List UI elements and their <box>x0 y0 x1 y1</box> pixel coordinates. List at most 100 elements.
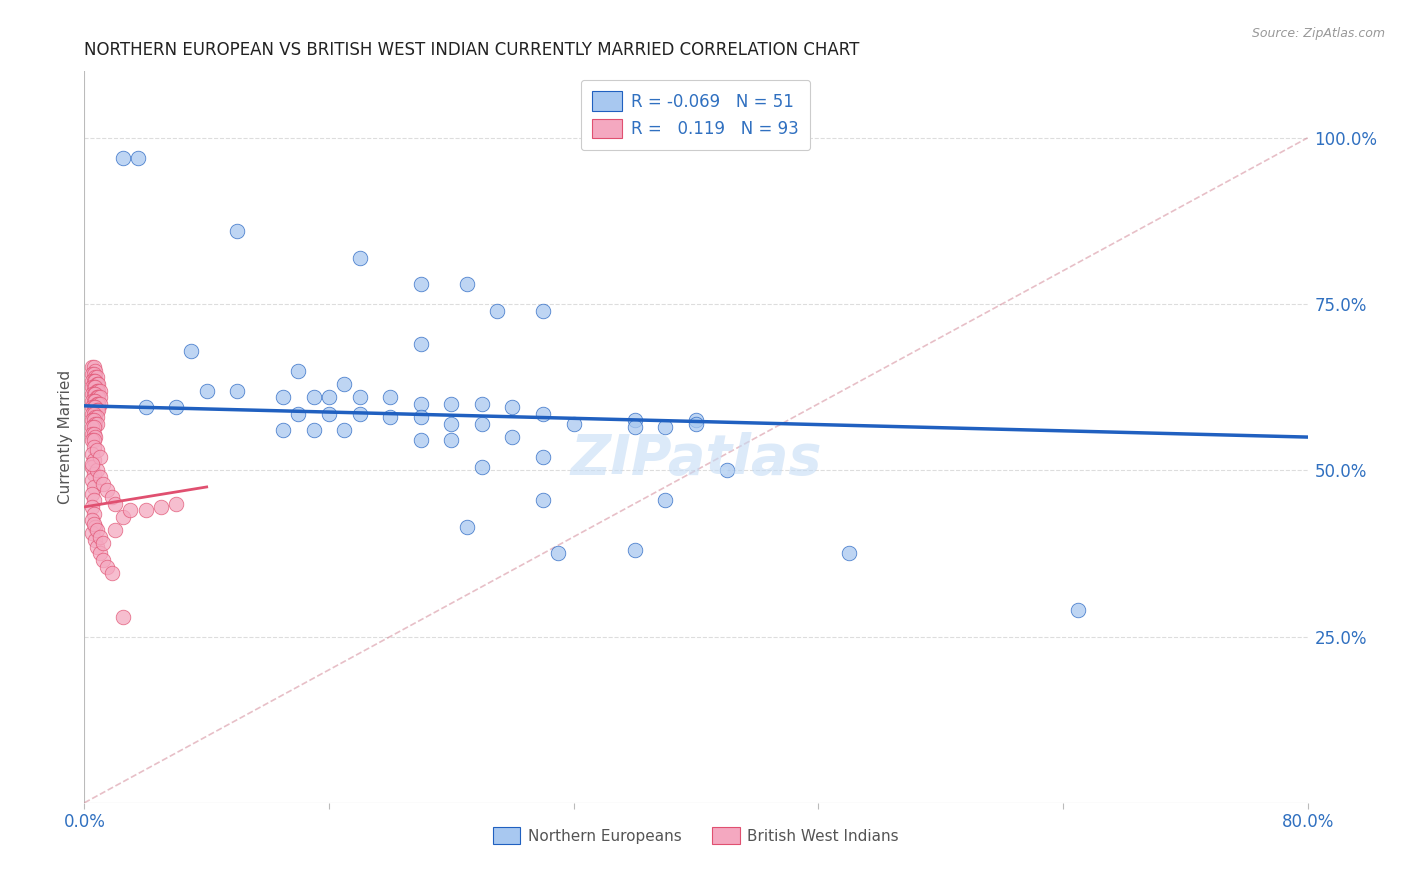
Point <box>226 384 249 398</box>
Text: ZIPatlas: ZIPatlas <box>571 432 821 486</box>
Point <box>84 387 107 401</box>
Point <box>83 420 105 434</box>
Point <box>83 480 105 494</box>
Point <box>86 540 108 554</box>
Point <box>89 530 111 544</box>
Y-axis label: Currently Married: Currently Married <box>58 370 73 504</box>
Point <box>91 536 114 550</box>
Point <box>271 390 294 404</box>
Point <box>409 434 432 448</box>
Point <box>80 400 103 414</box>
Point <box>302 390 325 404</box>
Point <box>165 497 187 511</box>
Point <box>80 420 103 434</box>
Point <box>624 543 647 558</box>
Point <box>83 407 105 421</box>
Point <box>685 413 707 427</box>
Point <box>80 393 103 408</box>
Point <box>83 413 105 427</box>
Text: NORTHERN EUROPEAN VS BRITISH WEST INDIAN CURRENTLY MARRIED CORRELATION CHART: NORTHERN EUROPEAN VS BRITISH WEST INDIAN… <box>84 41 859 59</box>
Point <box>84 374 107 388</box>
Point <box>409 397 432 411</box>
Point <box>87 403 110 417</box>
Point <box>716 463 738 477</box>
Point <box>83 516 105 531</box>
Point <box>89 450 111 464</box>
Point <box>86 384 108 398</box>
Point <box>89 546 111 560</box>
Point <box>471 397 494 411</box>
Legend: Northern Europeans, British West Indians: Northern Europeans, British West Indians <box>486 822 905 850</box>
Point <box>86 390 108 404</box>
Point <box>84 430 107 444</box>
Point <box>86 370 108 384</box>
Point <box>86 403 108 417</box>
Point <box>89 384 111 398</box>
Point <box>84 417 107 431</box>
Point <box>349 390 371 404</box>
Point <box>86 417 108 431</box>
Point <box>80 367 103 381</box>
Point <box>287 363 309 377</box>
Point <box>83 507 105 521</box>
Point <box>80 447 103 461</box>
Point <box>624 413 647 427</box>
Point <box>80 380 103 394</box>
Point <box>471 417 494 431</box>
Point <box>271 424 294 438</box>
Point <box>165 400 187 414</box>
Point <box>456 277 478 292</box>
Point <box>440 434 463 448</box>
Point <box>83 380 105 394</box>
Point <box>127 151 149 165</box>
Point <box>83 374 105 388</box>
Text: Source: ZipAtlas.com: Source: ZipAtlas.com <box>1251 27 1385 40</box>
Point <box>80 473 103 487</box>
Point <box>531 407 554 421</box>
Point <box>80 426 103 441</box>
Point <box>86 443 108 458</box>
Point <box>111 151 134 165</box>
Point <box>456 520 478 534</box>
Point <box>86 463 108 477</box>
Point <box>80 407 103 421</box>
Point <box>409 410 432 425</box>
Point <box>96 559 118 574</box>
Point <box>409 337 432 351</box>
Point <box>80 500 103 514</box>
Point <box>83 493 105 508</box>
Point <box>302 424 325 438</box>
Point <box>838 546 860 560</box>
Point <box>83 360 105 375</box>
Point <box>333 376 356 391</box>
Point <box>84 393 107 408</box>
Point <box>86 523 108 537</box>
Point <box>440 397 463 411</box>
Point <box>80 434 103 448</box>
Point <box>135 503 157 517</box>
Point <box>84 363 107 377</box>
Point <box>84 410 107 425</box>
Point <box>226 224 249 238</box>
Point <box>318 390 340 404</box>
Point <box>101 566 124 581</box>
Point <box>83 387 105 401</box>
Point <box>547 546 569 560</box>
Point <box>333 424 356 438</box>
Point <box>195 384 218 398</box>
Point <box>502 430 524 444</box>
Point <box>83 467 105 481</box>
Point <box>624 420 647 434</box>
Point <box>96 483 118 498</box>
Point <box>83 393 105 408</box>
Point <box>91 553 114 567</box>
Point <box>104 523 127 537</box>
Point <box>349 251 371 265</box>
Point <box>83 453 105 467</box>
Point <box>562 417 585 431</box>
Point <box>318 407 340 421</box>
Point <box>502 400 524 414</box>
Point <box>104 497 127 511</box>
Point <box>486 303 509 318</box>
Point <box>87 376 110 391</box>
